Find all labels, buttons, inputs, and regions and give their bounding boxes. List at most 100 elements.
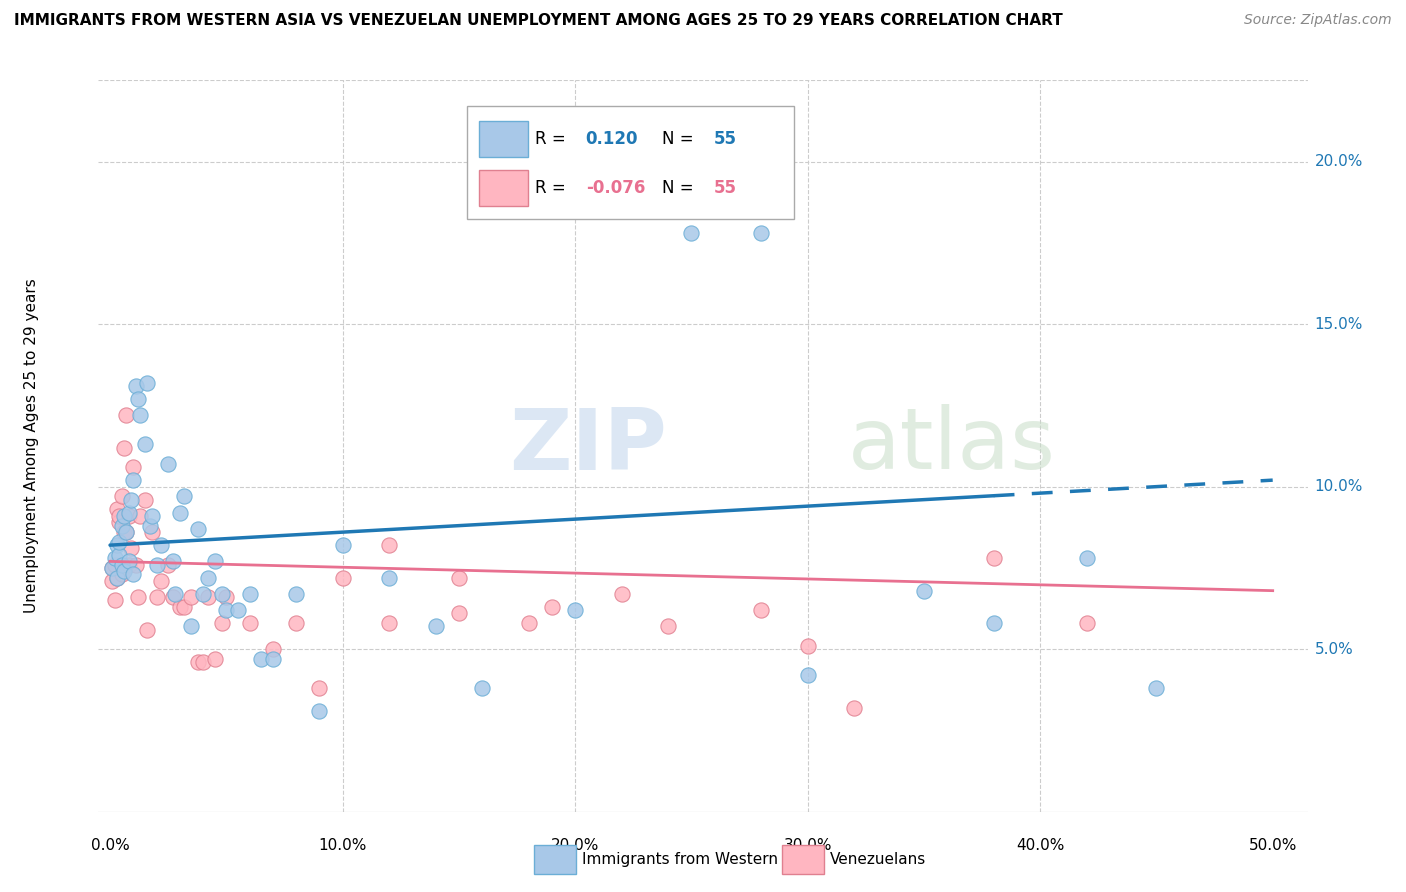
Point [191, 655, 214, 669]
Point [150, 574, 173, 588]
Point [169, 599, 191, 614]
Bar [479, 120, 527, 157]
Point [105, 571, 128, 585]
Point [796, 639, 818, 653]
Point [105, 502, 128, 516]
Point [285, 587, 308, 601]
Point [118, 508, 141, 523]
Text: 55: 55 [714, 130, 737, 148]
Text: Unemployment Among Ages 25 to 29 years: Unemployment Among Ages 25 to 29 years [24, 278, 39, 614]
Point [108, 516, 131, 530]
Point [211, 587, 233, 601]
Text: N =: N = [662, 178, 699, 197]
Point [134, 437, 156, 451]
Point [215, 603, 238, 617]
Point [120, 492, 142, 507]
Point [134, 492, 156, 507]
Point [118, 554, 141, 568]
Point [749, 226, 772, 240]
Point [108, 548, 131, 562]
Point [129, 508, 152, 523]
Point [308, 704, 330, 718]
Point [262, 642, 284, 657]
Point [197, 571, 219, 585]
Point [141, 508, 163, 523]
Point [262, 652, 284, 666]
Point [108, 508, 131, 523]
Point [308, 681, 330, 696]
Point [129, 408, 152, 422]
Point [517, 616, 540, 631]
Point [191, 587, 214, 601]
Text: Venezuelans: Venezuelans [830, 852, 927, 867]
Point [136, 623, 159, 637]
Point [169, 506, 191, 520]
Text: 20.0%: 20.0% [551, 838, 599, 853]
Point [226, 603, 249, 617]
Text: 30.0%: 30.0% [783, 838, 832, 853]
Point [204, 554, 226, 568]
Point [124, 379, 146, 393]
Point [127, 392, 149, 406]
Point [187, 655, 209, 669]
Point [150, 538, 173, 552]
Point [471, 681, 494, 696]
Text: 10.0%: 10.0% [318, 838, 367, 853]
Point [983, 551, 1005, 566]
Point [141, 525, 163, 540]
Text: Immigrants from Western Asia: Immigrants from Western Asia [582, 852, 815, 867]
Point [101, 574, 124, 588]
Point [115, 408, 138, 422]
Point [796, 668, 818, 682]
Text: R =: R = [534, 178, 571, 197]
Point [111, 489, 134, 503]
Point [1144, 681, 1167, 696]
Point [104, 551, 127, 566]
Text: 15.0%: 15.0% [1315, 317, 1362, 332]
Bar [479, 169, 527, 206]
Point [378, 538, 401, 552]
Point [610, 587, 633, 601]
Point [104, 558, 127, 572]
Text: 40.0%: 40.0% [1017, 838, 1064, 853]
Point [215, 590, 238, 604]
Point [204, 652, 226, 666]
Point [1076, 616, 1098, 631]
Point [145, 590, 167, 604]
Point [145, 558, 167, 572]
Point [239, 587, 262, 601]
Point [285, 616, 308, 631]
Point [681, 226, 703, 240]
Text: N =: N = [662, 130, 699, 148]
Point [540, 599, 562, 614]
Point [425, 619, 447, 633]
Point [162, 554, 184, 568]
Point [105, 538, 128, 552]
Text: R =: R = [534, 130, 571, 148]
Text: -0.076: -0.076 [586, 178, 645, 197]
Text: atlas: atlas [848, 404, 1056, 488]
Point [112, 508, 135, 523]
Point [983, 616, 1005, 631]
Point [180, 619, 202, 633]
Point [138, 518, 160, 533]
Point [447, 607, 470, 621]
Text: 50.0%: 50.0% [1249, 838, 1296, 853]
Point [127, 590, 149, 604]
Text: 55: 55 [714, 178, 737, 197]
Point [1076, 551, 1098, 566]
Point [118, 558, 141, 572]
Point [112, 564, 135, 578]
Point [197, 590, 219, 604]
Point [101, 561, 124, 575]
Text: ZIP: ZIP [509, 404, 666, 488]
Point [115, 525, 138, 540]
Text: 5.0%: 5.0% [1315, 641, 1354, 657]
Point [111, 567, 134, 582]
Text: Source: ZipAtlas.com: Source: ZipAtlas.com [1244, 13, 1392, 28]
Point [211, 616, 233, 631]
Point [173, 489, 195, 503]
Point [250, 652, 273, 666]
Text: 0.120: 0.120 [586, 130, 638, 148]
Point [105, 571, 128, 585]
